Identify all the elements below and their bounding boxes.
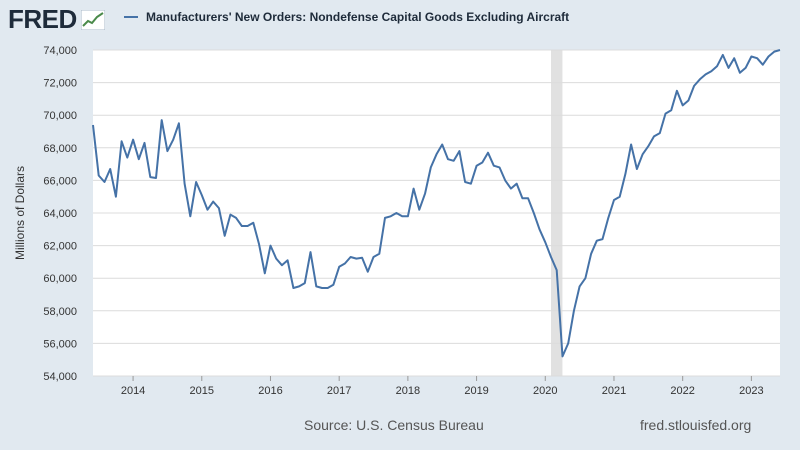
y-tick-label: 64,000 <box>43 208 77 220</box>
x-tick-label: 2023 <box>739 385 763 397</box>
y-axis-label: Millions of Dollars <box>13 166 27 260</box>
y-tick-label: 70,000 <box>43 110 77 122</box>
x-tick-label: 2018 <box>396 385 420 397</box>
y-tick-label: 74,000 <box>43 45 77 57</box>
legend-series-title: Manufacturers' New Orders: Nondefense Ca… <box>146 10 570 24</box>
x-tick-label: 2016 <box>258 385 282 397</box>
x-tick-label: 2019 <box>464 385 488 397</box>
legend-swatch <box>124 16 138 18</box>
fred-logo-text: FRED <box>8 4 77 34</box>
chart-legend: Manufacturers' New Orders: Nondefense Ca… <box>124 10 569 24</box>
x-tick-label: 2017 <box>327 385 351 397</box>
x-tick-label: 2021 <box>602 385 626 397</box>
y-tick-label: 72,000 <box>43 78 77 90</box>
y-tick-label: 66,000 <box>43 175 77 187</box>
series-line <box>92 49 781 358</box>
y-tick-label: 60,000 <box>43 273 77 285</box>
chart-header: FRED Manufacturers' New Orders: Nondefen… <box>0 0 800 40</box>
source-credit: Source: U.S. Census Bureau <box>304 417 484 433</box>
chart-trend-icon <box>80 10 105 30</box>
y-tick-label: 56,000 <box>43 338 77 350</box>
x-tick-label: 2014 <box>121 385 145 397</box>
y-tick-label: 58,000 <box>43 306 77 318</box>
x-tick-label: 2022 <box>670 385 694 397</box>
fred-url-link[interactable]: fred.stlouisfed.org <box>640 417 752 433</box>
y-tick-label: 54,000 <box>43 371 77 383</box>
x-tick-label: 2020 <box>533 385 557 397</box>
fred-logo[interactable]: FRED <box>8 4 105 34</box>
y-tick-label: 68,000 <box>43 143 77 155</box>
x-tick-label: 2015 <box>190 385 214 397</box>
y-tick-label: 62,000 <box>43 241 77 253</box>
